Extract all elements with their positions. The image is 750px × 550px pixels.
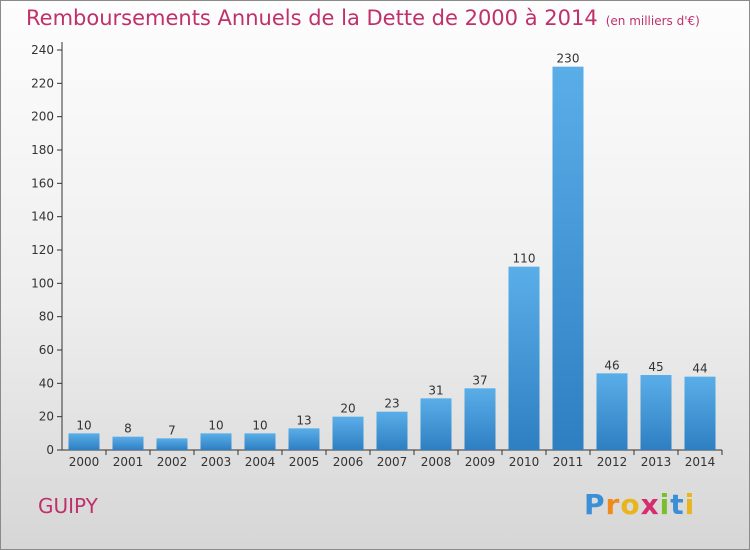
x-tick-label: 2007 <box>377 455 408 469</box>
y-tick-label: 160 <box>31 176 54 190</box>
x-tick-label: 2010 <box>509 455 540 469</box>
bar <box>640 375 672 450</box>
x-tick-label: 2011 <box>553 455 584 469</box>
bar <box>420 398 452 450</box>
y-tick-label: 20 <box>39 410 54 424</box>
x-tick-label: 2002 <box>157 455 188 469</box>
x-tick-label: 2009 <box>465 455 496 469</box>
x-tick-label: 2008 <box>421 455 452 469</box>
x-tick-label: 2006 <box>333 455 364 469</box>
bar-value-label: 7 <box>168 423 176 437</box>
logo-letter: o <box>620 488 641 521</box>
y-tick-label: 0 <box>46 443 54 457</box>
bar-value-label: 31 <box>428 383 443 397</box>
bar <box>684 376 716 450</box>
y-tick-label: 100 <box>31 276 54 290</box>
x-tick-label: 2003 <box>201 455 232 469</box>
y-tick-label: 120 <box>31 243 54 257</box>
bar-value-label: 20 <box>340 402 355 416</box>
logo-letter: t <box>670 488 685 521</box>
chart-title-text: Remboursements Annuels de la Dette de 20… <box>26 6 598 30</box>
bar <box>156 438 188 450</box>
bar-value-label: 8 <box>124 422 132 436</box>
bar-value-label: 13 <box>296 413 311 427</box>
logo-letter: i <box>659 488 671 521</box>
logo-letter: x <box>640 488 660 521</box>
bar-value-label: 10 <box>208 418 223 432</box>
unit-note: (en milliers d'€) <box>605 14 700 28</box>
x-tick-label: 2014 <box>685 455 716 469</box>
bar <box>464 388 496 450</box>
bar-value-label: 10 <box>252 418 267 432</box>
x-tick-label: 2005 <box>289 455 320 469</box>
x-tick-label: 2000 <box>69 455 100 469</box>
bar-value-label: 10 <box>76 418 91 432</box>
bar <box>332 416 364 450</box>
bar <box>288 428 320 450</box>
proxiti-logo: Proxiti <box>584 488 695 521</box>
bar-value-label: 45 <box>648 360 663 374</box>
y-tick-label: 60 <box>39 343 54 357</box>
chart-title: Remboursements Annuels de la Dette de 20… <box>26 6 700 30</box>
logo-letter: i <box>684 488 696 521</box>
bar <box>376 411 408 450</box>
bar-value-label: 23 <box>384 397 399 411</box>
bar <box>112 436 144 450</box>
x-tick-label: 2001 <box>113 455 144 469</box>
x-tick-label: 2013 <box>641 455 672 469</box>
bar <box>552 66 584 451</box>
y-tick-label: 240 <box>31 43 54 57</box>
commune-name: GUIPY <box>38 494 98 518</box>
logo-letter: P <box>584 488 606 521</box>
y-tick-label: 40 <box>39 376 54 390</box>
bar-value-label: 46 <box>604 358 619 372</box>
bar-value-label: 37 <box>472 373 487 387</box>
bar-value-label: 230 <box>557 52 580 66</box>
logo-letter: r <box>605 488 621 521</box>
y-tick-label: 220 <box>31 76 54 90</box>
bar-value-label: 110 <box>513 252 536 266</box>
bar-value-label: 44 <box>692 362 707 376</box>
y-tick-label: 140 <box>31 210 54 224</box>
x-tick-label: 2004 <box>245 455 276 469</box>
bar <box>200 433 232 450</box>
x-tick-label: 2012 <box>597 455 628 469</box>
bar <box>68 433 100 450</box>
y-tick-label: 200 <box>31 110 54 124</box>
y-tick-label: 80 <box>39 310 54 324</box>
y-tick-label: 180 <box>31 143 54 157</box>
bar <box>596 373 628 450</box>
bar <box>508 266 540 450</box>
bar <box>244 433 276 450</box>
